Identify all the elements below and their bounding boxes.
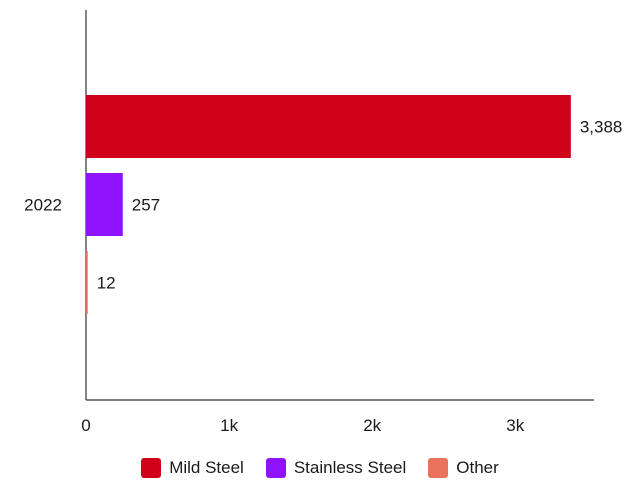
bar-stainless-steel — [86, 173, 123, 236]
bar-other — [86, 251, 88, 314]
category-label: 2022 — [24, 196, 62, 215]
bar-mild-steel — [86, 95, 571, 158]
legend-swatch-other — [428, 458, 449, 478]
legend-label-mild-steel: Mild Steel — [169, 458, 244, 477]
legend-label-other: Other — [456, 458, 499, 477]
x-tick-label: 2k — [363, 416, 381, 435]
legend-swatch-mild-steel — [141, 458, 162, 478]
bar-chart: 0 1k 2k 3k 2022 3,388 257 12 — [24, 10, 623, 435]
data-label-stainless-steel: 257 — [132, 196, 160, 215]
x-tick-label: 0 — [81, 416, 90, 435]
legend-swatch-stainless-steel — [265, 458, 286, 478]
legend: Mild Steel Stainless Steel Other — [0, 458, 640, 478]
legend-item-other[interactable]: Other — [428, 458, 499, 478]
data-label-other: 12 — [97, 274, 116, 293]
legend-label-stainless-steel: Stainless Steel — [293, 458, 407, 477]
legend-item-stainless-steel[interactable]: Stainless Steel — [265, 458, 407, 478]
legend-item-mild-steel[interactable]: Mild Steel — [141, 458, 244, 478]
x-tick-label: 3k — [506, 416, 524, 435]
x-tick-label: 1k — [220, 416, 238, 435]
data-label-mild-steel: 3,388 — [580, 118, 623, 137]
